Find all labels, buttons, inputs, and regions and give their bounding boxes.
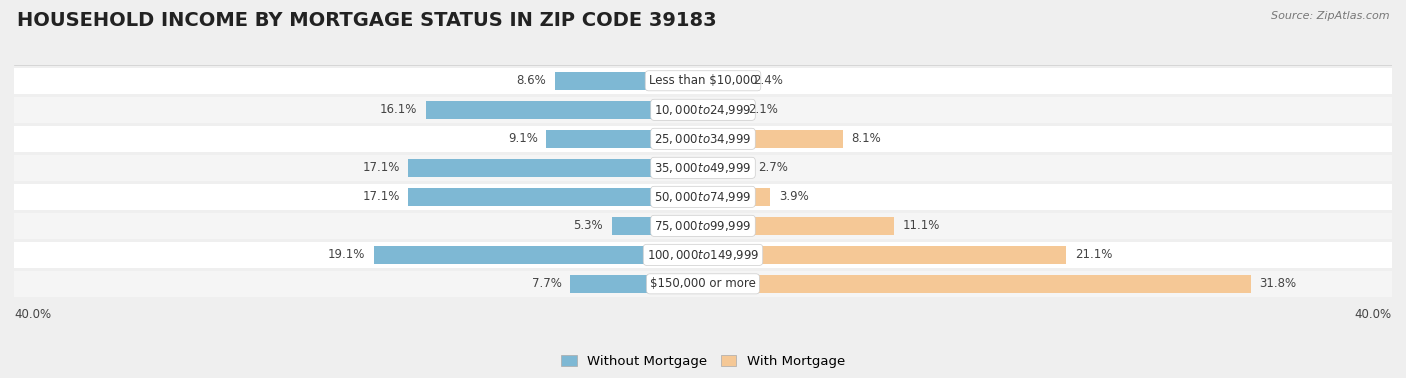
Text: 19.1%: 19.1% bbox=[328, 248, 366, 261]
Bar bbox=[703, 159, 749, 177]
Text: 9.1%: 9.1% bbox=[508, 132, 537, 145]
Bar bbox=[703, 188, 770, 206]
Text: 40.0%: 40.0% bbox=[14, 308, 51, 321]
Bar bbox=[409, 159, 703, 177]
Text: 8.6%: 8.6% bbox=[516, 74, 547, 87]
Text: 16.1%: 16.1% bbox=[380, 103, 418, 116]
Bar bbox=[703, 246, 1066, 264]
Text: 5.3%: 5.3% bbox=[574, 219, 603, 232]
Text: 31.8%: 31.8% bbox=[1260, 277, 1296, 290]
Bar bbox=[14, 97, 1392, 122]
Bar bbox=[703, 130, 842, 148]
Text: $100,000 to $149,999: $100,000 to $149,999 bbox=[647, 248, 759, 262]
Text: 2.1%: 2.1% bbox=[748, 103, 778, 116]
Bar bbox=[547, 130, 703, 148]
Text: 21.1%: 21.1% bbox=[1076, 248, 1112, 261]
Text: Source: ZipAtlas.com: Source: ZipAtlas.com bbox=[1271, 11, 1389, 21]
Text: 8.1%: 8.1% bbox=[851, 132, 882, 145]
Text: $50,000 to $74,999: $50,000 to $74,999 bbox=[654, 190, 752, 204]
Text: 3.9%: 3.9% bbox=[779, 191, 808, 203]
Bar bbox=[14, 242, 1392, 268]
Bar bbox=[14, 184, 1392, 209]
Bar bbox=[14, 213, 1392, 239]
Text: 2.7%: 2.7% bbox=[758, 161, 787, 174]
Bar bbox=[703, 101, 740, 119]
Bar bbox=[555, 72, 703, 90]
Bar bbox=[703, 275, 1251, 293]
Text: 7.7%: 7.7% bbox=[531, 277, 562, 290]
Bar bbox=[571, 275, 703, 293]
Text: 17.1%: 17.1% bbox=[363, 191, 399, 203]
Bar bbox=[409, 188, 703, 206]
Text: 2.4%: 2.4% bbox=[754, 74, 783, 87]
Text: $75,000 to $99,999: $75,000 to $99,999 bbox=[654, 219, 752, 233]
Bar bbox=[14, 271, 1392, 297]
Bar bbox=[374, 246, 703, 264]
Bar bbox=[426, 101, 703, 119]
Bar bbox=[14, 126, 1392, 152]
Text: $10,000 to $24,999: $10,000 to $24,999 bbox=[654, 103, 752, 117]
Legend: Without Mortgage, With Mortgage: Without Mortgage, With Mortgage bbox=[555, 350, 851, 373]
Bar bbox=[14, 155, 1392, 181]
Text: 17.1%: 17.1% bbox=[363, 161, 399, 174]
Bar bbox=[14, 68, 1392, 93]
Text: Less than $10,000: Less than $10,000 bbox=[648, 74, 758, 87]
Bar bbox=[703, 72, 744, 90]
Text: $25,000 to $34,999: $25,000 to $34,999 bbox=[654, 132, 752, 146]
Text: $150,000 or more: $150,000 or more bbox=[650, 277, 756, 290]
Text: HOUSEHOLD INCOME BY MORTGAGE STATUS IN ZIP CODE 39183: HOUSEHOLD INCOME BY MORTGAGE STATUS IN Z… bbox=[17, 11, 717, 30]
Text: $35,000 to $49,999: $35,000 to $49,999 bbox=[654, 161, 752, 175]
Text: 11.1%: 11.1% bbox=[903, 219, 941, 232]
Text: 40.0%: 40.0% bbox=[1355, 308, 1392, 321]
Bar bbox=[612, 217, 703, 235]
Bar bbox=[703, 217, 894, 235]
